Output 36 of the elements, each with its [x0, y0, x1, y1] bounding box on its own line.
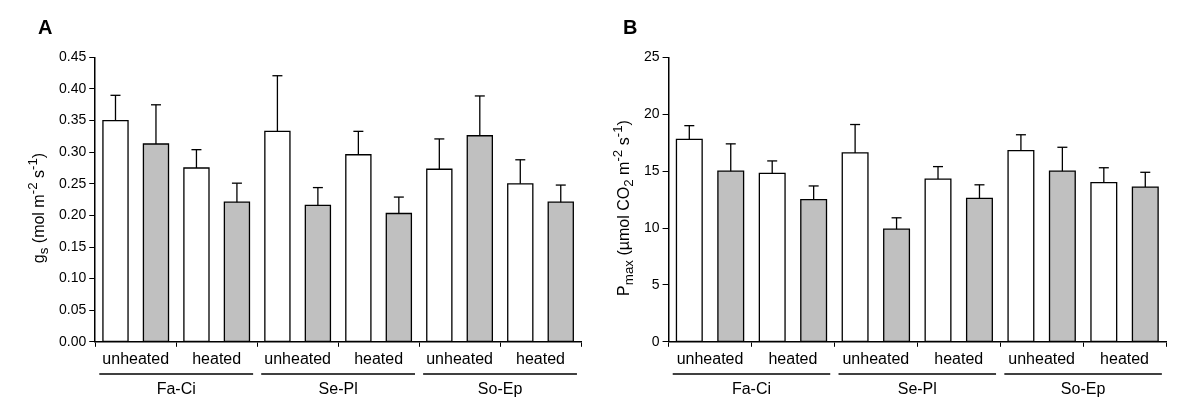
- y-tick-label: 0.05: [59, 301, 87, 318]
- x-tick-label: unheated: [426, 349, 493, 367]
- x-tick-label: unheated: [264, 349, 332, 367]
- y-tick-label: 5: [651, 275, 660, 292]
- y-tick-label: 0: [651, 332, 660, 349]
- y-tick-label: 0.20: [59, 206, 87, 223]
- x-tick-label: unheated: [842, 349, 910, 367]
- y-tick-label: 15: [643, 162, 660, 179]
- text: Se-Pl: [318, 380, 358, 398]
- x-tick-label: unheated: [1008, 349, 1076, 367]
- y-tick-label: 0.15: [59, 237, 87, 254]
- text: So-Ep: [1060, 380, 1106, 398]
- y-tick-label: 10: [643, 218, 660, 235]
- text: Se-Pl: [897, 380, 937, 398]
- x-tick-label: heated: [1100, 349, 1150, 367]
- y-tick-label: 25: [643, 48, 660, 65]
- y-tick-label: 0.35: [59, 111, 87, 128]
- y-tick-label: 0.40: [59, 79, 87, 96]
- x-tick-label: unheated: [102, 349, 170, 367]
- text: Fa-Ci: [731, 380, 772, 398]
- y-tick-label: 20: [643, 105, 660, 122]
- text: Fa-Ci: [156, 380, 196, 398]
- x-tick-label: unheated: [676, 349, 744, 367]
- y-tick-label: 0.45: [59, 48, 87, 65]
- chart-title: A: [38, 16, 53, 39]
- x-tick-label: heated: [192, 349, 242, 367]
- y-tick-label: 0.00: [59, 332, 87, 349]
- y-tick-label: 0.10: [59, 269, 87, 286]
- x-tick-label: heated: [768, 349, 818, 367]
- x-tick-label: heated: [354, 349, 404, 367]
- x-tick-label: heated: [516, 349, 565, 367]
- chart-title: B: [623, 16, 638, 39]
- x-tick-label: heated: [934, 349, 984, 367]
- y-tick-label: 0.30: [59, 143, 87, 160]
- y-tick-label: 0.25: [59, 174, 87, 191]
- text: So-Ep: [477, 380, 523, 398]
